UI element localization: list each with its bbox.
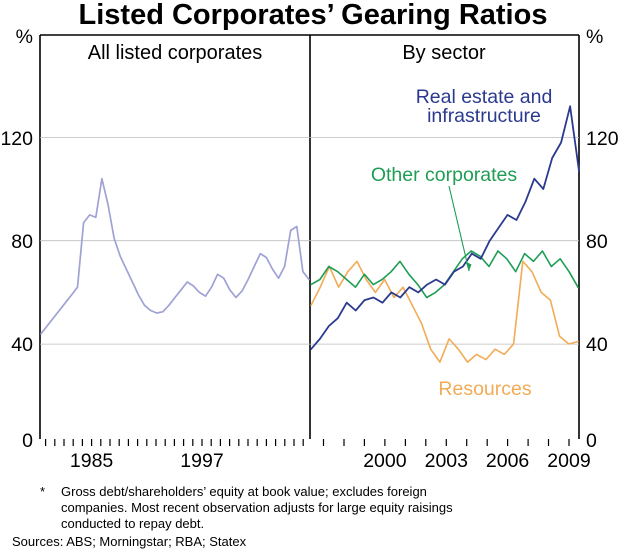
svg-text:Other corporates: Other corporates [371,164,518,186]
svg-text:companies. Most recent observa: companies. Most recent observation adjus… [61,500,453,515]
svg-text:By sector: By sector [402,42,486,64]
svg-text:80: 80 [11,231,33,253]
svg-text:Listed Corporates’ Gearing Rat: Listed Corporates’ Gearing Ratios [79,0,548,31]
svg-text:0: 0 [586,430,597,452]
svg-text:%: % [16,26,33,48]
svg-text:2006: 2006 [486,450,529,472]
svg-text:Sources: ABS; Morningstar; RBA: Sources: ABS; Morningstar; RBA; Statex [12,534,247,549]
svg-text:2003: 2003 [425,450,468,472]
svg-text:40: 40 [11,334,33,356]
svg-text:1985: 1985 [70,450,114,472]
svg-text:2009: 2009 [547,450,590,472]
svg-text:*: * [40,484,45,499]
svg-text:120: 120 [0,128,33,150]
svg-text:conducted to repay debt.: conducted to repay debt. [61,516,204,531]
svg-text:Resources: Resources [438,378,531,400]
svg-text:Gross debt/shareholders’ equit: Gross debt/shareholders’ equity at book … [61,484,427,499]
svg-text:120: 120 [586,128,619,150]
svg-text:2000: 2000 [363,450,407,472]
svg-text:infrastructure: infrastructure [427,105,541,127]
svg-text:All listed corporates: All listed corporates [88,42,263,64]
svg-text:40: 40 [586,334,608,356]
svg-text:1997: 1997 [180,450,223,472]
svg-text:0: 0 [22,430,33,452]
svg-text:%: % [586,26,603,48]
svg-text:80: 80 [586,231,608,253]
